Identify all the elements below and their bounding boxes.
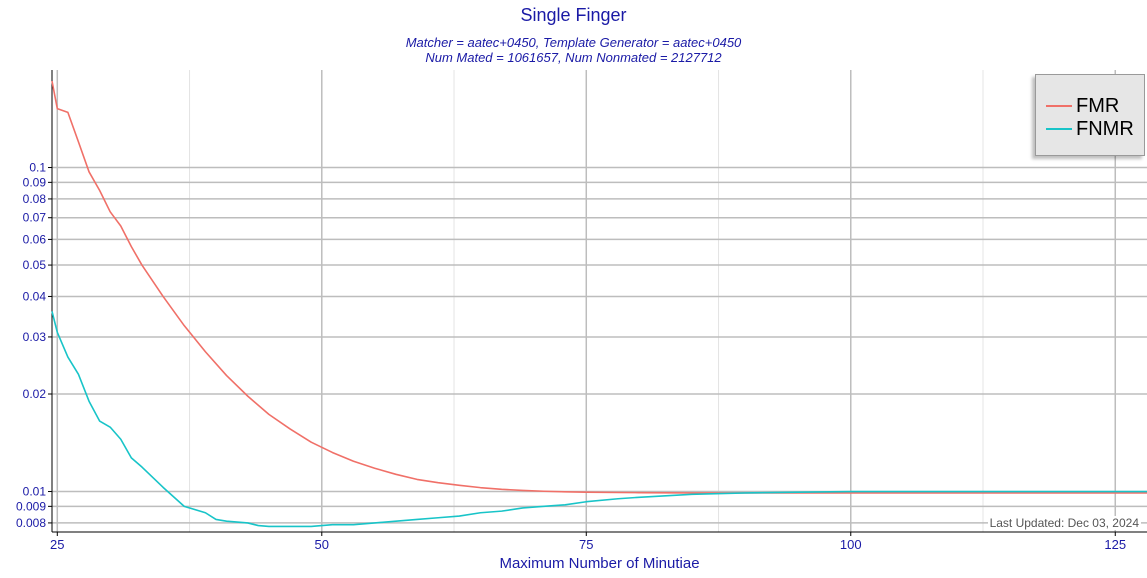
- y-tick-label: 0.01: [23, 485, 47, 499]
- x-tick-label: 50: [315, 537, 329, 552]
- legend-label-fmr: FMR: [1076, 94, 1120, 117]
- y-tick-label: 0.06: [23, 232, 47, 246]
- legend-swatch-fnmr: [1046, 128, 1072, 130]
- y-tick-label: 0.08: [23, 192, 47, 206]
- y-tick-label: 0.009: [16, 499, 46, 513]
- x-tick-label: 75: [579, 537, 593, 552]
- y-tick-label: 0.07: [23, 211, 47, 225]
- x-tick-label: 125: [1104, 537, 1126, 552]
- y-tick-label: 0.008: [16, 516, 46, 530]
- chart-title: Single Finger: [520, 5, 627, 25]
- chart-subtitle-counts: Num Mated = 1061657, Num Nonmated = 2127…: [425, 50, 722, 65]
- x-tick-label: 25: [50, 537, 64, 552]
- y-tick-label: 0.04: [23, 289, 47, 303]
- legend-item-fnmr: FNMR: [1046, 118, 1134, 140]
- legend-label-fnmr: FNMR: [1076, 117, 1134, 140]
- series-line-fnmr: [51, 311, 1147, 528]
- y-tick-label: 0.03: [23, 330, 47, 344]
- chart-legend: FMR FNMR: [1035, 74, 1145, 156]
- x-axis-label: Maximum Number of Minutiae: [499, 555, 700, 572]
- y-tick-label: 0.02: [23, 387, 47, 401]
- last-updated-annotation: Last Updated: Dec 03, 2024: [987, 516, 1141, 530]
- legend-item-fmr: FMR: [1046, 95, 1119, 117]
- x-tick-label: 100: [840, 537, 862, 552]
- legend-swatch-fmr: [1046, 105, 1072, 107]
- chart-subtitle-matcher: Matcher = aatec+0450, Template Generator…: [405, 35, 742, 50]
- y-tick-label: 0.09: [23, 175, 47, 189]
- y-tick-label: 0.05: [23, 258, 47, 272]
- y-tick-label: 0.1: [29, 161, 46, 175]
